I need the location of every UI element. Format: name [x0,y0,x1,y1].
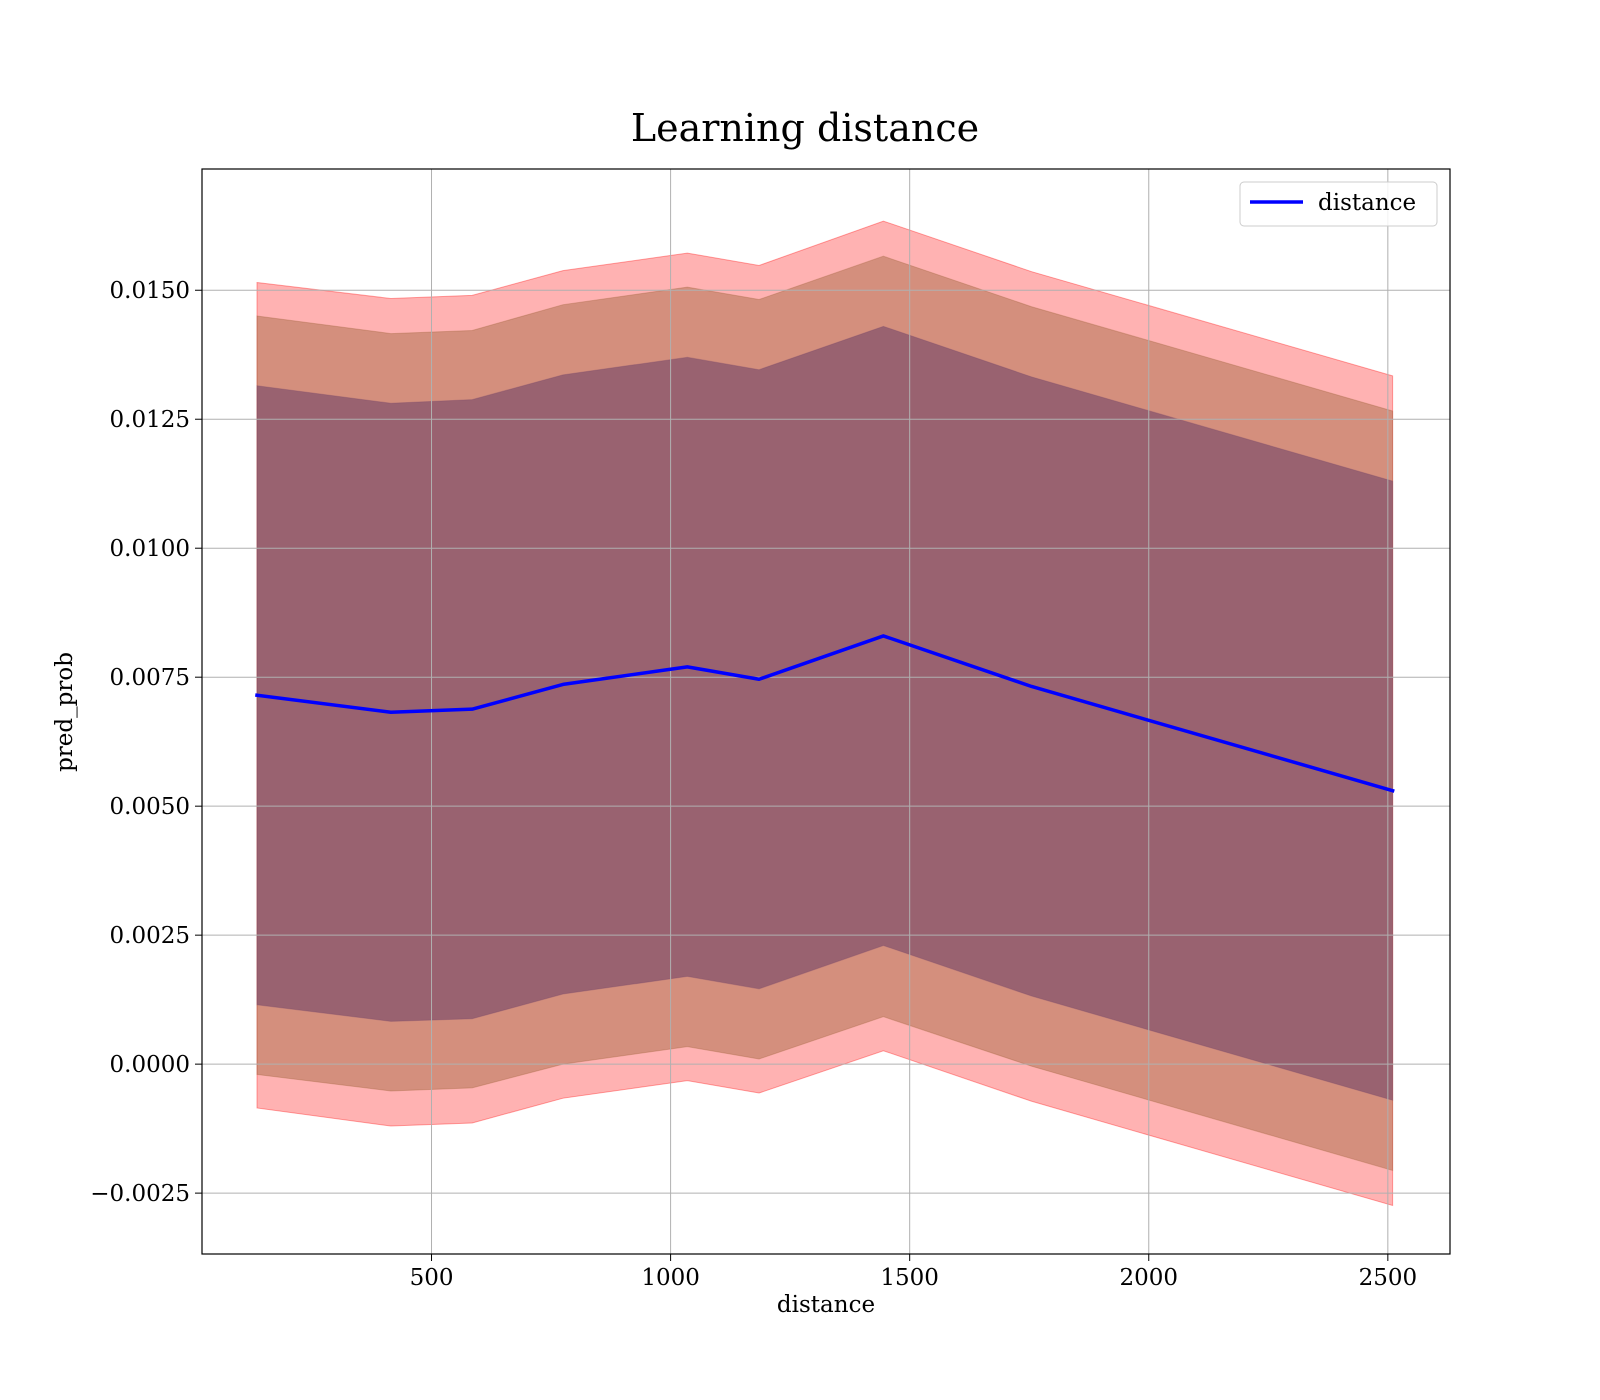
plot-frame [201,168,1451,1255]
y-tick-label: 0.0075 [110,665,190,691]
series-line-0 [255,634,1395,793]
band-2 [256,325,1394,1101]
y-tick-label: 0.0100 [110,536,190,562]
series-lines [255,634,1395,793]
x-tick-label: 500 [410,1265,454,1291]
legend: distance [1239,181,1438,227]
legend-box [1239,181,1438,227]
grid-lines [202,169,1450,1254]
chart-title: Learning distance [631,106,979,150]
y-axis-ticks: −0.0025 0.0000 0.0025 0.0050 0.0075 0.0100 0.0… [90,278,202,1207]
legend-label-distance: distance [1318,190,1416,216]
x-tick-label: 2000 [1119,1265,1178,1291]
y-tick-label: 0.0000 [110,1052,190,1078]
confidence-bands [256,220,1394,1207]
y-tick-label: −0.0025 [90,1181,190,1207]
x-tick-label: 1500 [880,1265,939,1291]
y-tick-label: 0.0150 [110,278,190,304]
y-axis-label: pred_prob [52,652,78,772]
x-tick-label: 1000 [641,1265,700,1291]
x-axis-label: distance [777,1292,875,1318]
x-tick-label: 2500 [1359,1265,1418,1291]
y-tick-label: 0.0125 [110,407,190,433]
y-tick-label: 0.0025 [110,923,190,949]
x-axis-ticks: 500 1000 1500 2000 2500 [410,1254,1418,1291]
y-tick-label: 0.0050 [110,794,190,820]
